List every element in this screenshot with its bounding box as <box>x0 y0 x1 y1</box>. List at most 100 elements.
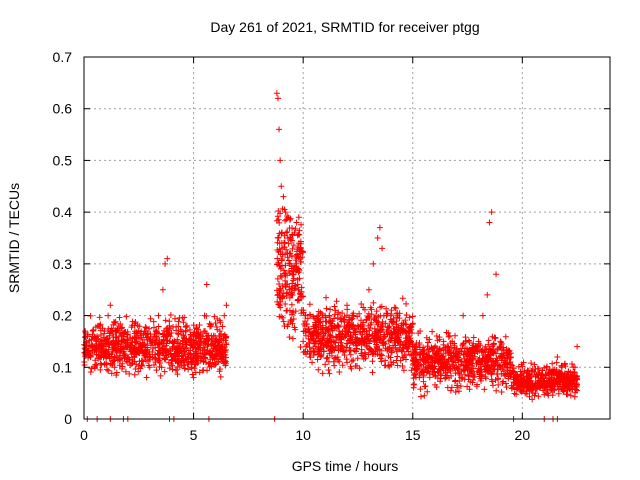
data-point <box>469 362 476 369</box>
data-point <box>121 329 128 336</box>
data-point <box>448 384 455 391</box>
data-point <box>135 368 142 375</box>
data-point <box>326 370 333 377</box>
data-point <box>306 311 313 318</box>
data-point <box>360 338 367 345</box>
data-point <box>290 316 297 323</box>
data-point <box>376 224 383 231</box>
data-point <box>296 290 303 297</box>
data-point <box>200 328 207 335</box>
data-point <box>280 290 287 297</box>
data-point <box>170 343 177 350</box>
data-point <box>481 386 488 393</box>
data-point <box>284 307 291 314</box>
data-point <box>205 337 212 344</box>
data-point <box>445 352 452 359</box>
data-point <box>315 317 322 324</box>
data-point <box>452 332 459 339</box>
data-point <box>406 337 413 344</box>
data-point <box>213 323 220 330</box>
data-point <box>138 361 145 368</box>
data-point <box>310 336 317 343</box>
data-point <box>408 330 415 337</box>
data-point <box>153 327 160 334</box>
data-point <box>162 317 169 324</box>
data-point <box>279 314 286 321</box>
data-point <box>110 341 117 348</box>
data-point <box>470 365 477 372</box>
data-point <box>400 353 407 360</box>
data-point <box>290 277 297 284</box>
data-point <box>284 254 291 261</box>
data-point <box>113 328 120 335</box>
data-point <box>372 330 379 337</box>
data-point <box>543 363 550 370</box>
data-point <box>326 350 333 357</box>
data-point <box>489 333 496 340</box>
data-point <box>189 371 196 378</box>
data-point <box>493 387 500 394</box>
data-point <box>493 271 500 278</box>
data-point <box>429 348 436 355</box>
data-point <box>488 362 495 369</box>
data-point <box>444 363 451 370</box>
data-point <box>155 312 162 319</box>
data-point <box>482 343 489 350</box>
data-point <box>405 340 412 347</box>
chart-title: Day 261 of 2021, SRMTID for receiver ptg… <box>210 19 479 35</box>
data-point <box>141 341 148 348</box>
data-point <box>172 315 179 322</box>
data-point <box>176 364 183 371</box>
data-point <box>194 330 201 337</box>
data-point <box>403 300 410 307</box>
data-point <box>508 369 515 376</box>
data-point <box>168 353 175 360</box>
data-point <box>388 318 395 325</box>
data-point <box>277 248 284 255</box>
data-point <box>345 329 352 336</box>
data-point <box>90 326 97 333</box>
data-point <box>482 348 489 355</box>
data-point <box>368 332 375 339</box>
data-point <box>541 391 548 398</box>
data-point <box>373 337 380 344</box>
data-point <box>167 333 174 340</box>
data-point <box>325 344 332 351</box>
data-point <box>456 378 463 385</box>
data-point <box>558 364 565 371</box>
data-point <box>175 331 182 338</box>
data-point <box>307 354 314 361</box>
data-point <box>192 369 199 376</box>
data-point <box>146 325 153 332</box>
data-point <box>300 320 307 327</box>
data-point <box>461 376 468 383</box>
data-point <box>519 379 526 386</box>
data-point <box>358 317 365 324</box>
data-point <box>492 335 499 342</box>
data-point <box>331 362 338 369</box>
data-point <box>388 361 395 368</box>
data-point <box>134 348 141 355</box>
data-point <box>222 359 229 366</box>
data-point <box>566 386 573 393</box>
data-point <box>351 329 358 336</box>
data-point <box>456 371 463 378</box>
data-point <box>314 356 321 363</box>
data-point <box>423 369 430 376</box>
data-point <box>222 334 229 341</box>
data-point <box>274 298 281 305</box>
data-point <box>152 355 159 362</box>
data-point <box>379 245 386 252</box>
data-point <box>186 326 193 333</box>
data-point <box>529 381 536 388</box>
data-point <box>342 333 349 340</box>
data-point <box>358 301 365 308</box>
data-point <box>288 301 295 308</box>
data-point <box>181 365 188 372</box>
data-point <box>160 336 167 343</box>
data-point <box>370 260 377 267</box>
data-point <box>394 338 401 345</box>
data-point <box>478 373 485 380</box>
data-point <box>333 298 340 305</box>
data-point <box>537 377 544 384</box>
